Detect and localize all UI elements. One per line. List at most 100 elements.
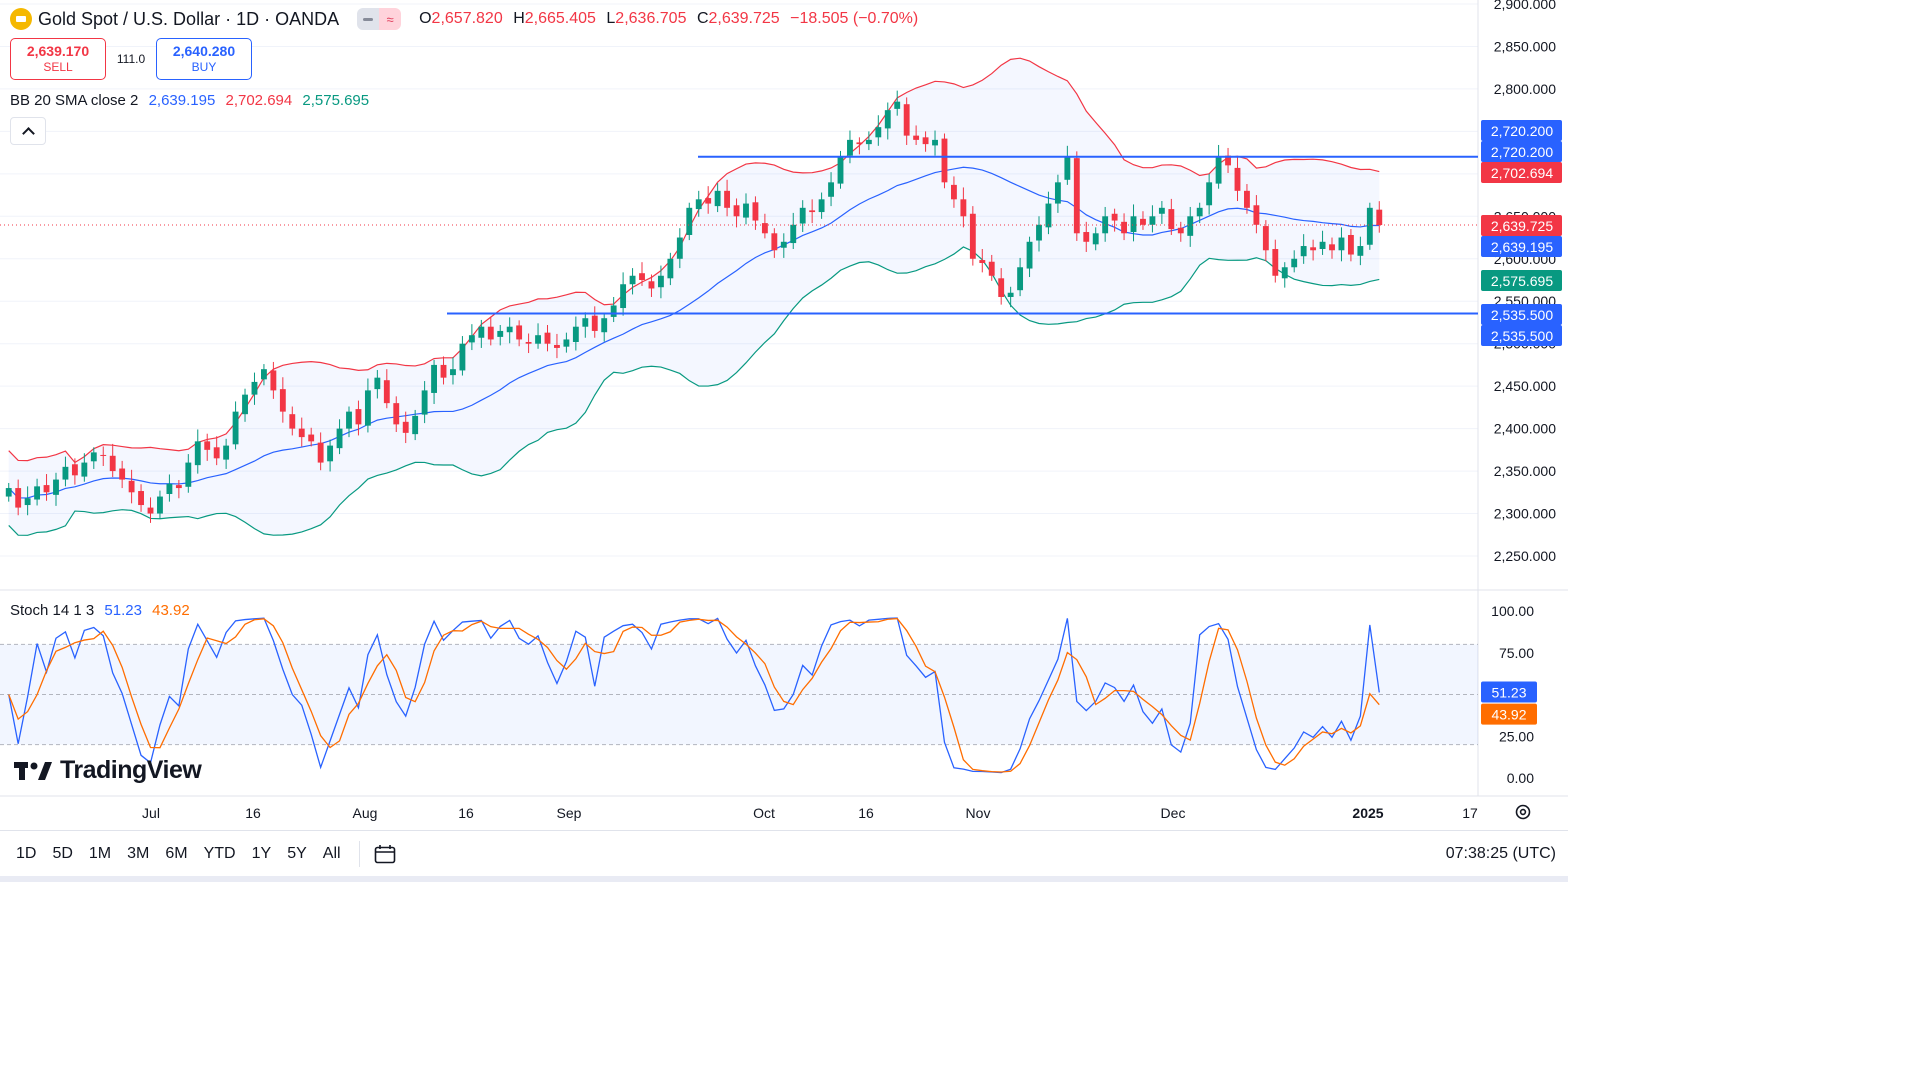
range-ytd[interactable]: YTD (203, 845, 236, 862)
price-axis-label[interactable]: 2,575.695 (1481, 270, 1562, 291)
sell-price: 2,639.170 (26, 43, 90, 59)
range-6m[interactable]: 6M (165, 845, 188, 862)
buy-button[interactable]: 2,640.280 BUY (156, 38, 252, 80)
candle (128, 469, 135, 504)
price-grid (0, 0, 1568, 797)
range-5d[interactable]: 5D (52, 845, 73, 862)
candle (913, 125, 920, 145)
price-axis-label[interactable]: 2,639.725 (1481, 215, 1562, 236)
price-axis-label[interactable]: 2,720.200 (1481, 141, 1562, 162)
close-key: C (696, 10, 709, 27)
range-5y[interactable]: 5Y (287, 845, 307, 862)
price-axis-label[interactable]: 2,535.500 (1481, 325, 1562, 346)
candle (1262, 220, 1269, 262)
stoch-legend[interactable]: Stoch 14 1 3 51.23 43.92 (10, 602, 190, 619)
time-tick-label: 17 (1462, 805, 1478, 821)
settings-gear-icon[interactable] (1514, 803, 1532, 821)
candle (960, 187, 967, 228)
candle (667, 252, 674, 286)
candle (1225, 147, 1231, 173)
utc-clock[interactable]: 07:38:25 (UTC) (1445, 845, 1556, 862)
price-tick-label: 2,250.000 (1494, 548, 1556, 564)
collapse-legend-button[interactable] (10, 117, 46, 145)
bb-basis-line (8, 166, 1380, 499)
candle (610, 296, 617, 323)
sell-button[interactable]: 2,639.170 SELL (10, 38, 106, 80)
price-axis-label[interactable]: 2,702.694 (1481, 162, 1562, 183)
price-axis-label[interactable]: 2,639.195 (1481, 236, 1562, 257)
bb-legend[interactable]: BB 20 SMA close 2 2,639.195 2,702.694 2,… (10, 92, 369, 109)
tradingview-wordmark: TradingView (60, 756, 202, 784)
price-tick-label: 2,350.000 (1494, 463, 1556, 479)
stoch-d-line (8, 617, 1380, 773)
stoch-k-axis-label[interactable]: 51.23 (1481, 681, 1537, 703)
sell-label: SELL (43, 60, 73, 74)
candle (1253, 195, 1260, 234)
candle (771, 228, 778, 258)
time-tick-label: 16 (458, 805, 474, 821)
candle (1017, 257, 1024, 297)
toolbar-divider (358, 841, 360, 867)
stoch-d-axis-label[interactable]: 43.92 (1481, 703, 1537, 725)
candle (988, 254, 995, 281)
candle (223, 438, 230, 469)
range-1d[interactable]: 1D (16, 845, 37, 862)
candle (969, 206, 976, 266)
candle (374, 370, 381, 399)
price-axis-label[interactable]: 2,720.200 (1481, 120, 1562, 141)
calendar-icon[interactable] (374, 844, 396, 864)
candle (554, 333, 560, 359)
bb-basis-value: 2,639.195 (148, 92, 216, 109)
symbol-title[interactable]: Gold Spot / U.S. Dollar · 1D · OANDA (38, 8, 340, 29)
candle (402, 411, 409, 444)
range-all[interactable]: All (322, 845, 341, 862)
svg-text:43.92: 43.92 (1491, 707, 1526, 723)
tradingview-logo[interactable]: TradingView (14, 756, 202, 785)
candle (15, 479, 22, 516)
candle (261, 364, 267, 386)
candle (383, 369, 390, 409)
candle (1338, 227, 1345, 262)
bb-upper-value: 2,702.694 (225, 92, 293, 109)
candle (317, 432, 324, 471)
candle (34, 478, 41, 506)
price-tick-label: 2,850.000 (1494, 38, 1556, 54)
stoch-tick-label: 75.00 (1499, 645, 1534, 661)
candles (0, 90, 1478, 523)
candle (525, 333, 532, 354)
candle (336, 419, 343, 455)
price-axis-label[interactable]: 2,535.500 (1481, 304, 1562, 325)
market-status-pill[interactable]: ≈ (357, 8, 402, 30)
change-value: −18.505 (−0.70%) (790, 10, 919, 27)
candle (941, 133, 948, 189)
candle (582, 312, 589, 338)
candle (1196, 202, 1203, 224)
candle (279, 377, 286, 423)
candle (818, 192, 825, 219)
gold-coin-icon (10, 8, 32, 30)
candle (1272, 239, 1279, 283)
price-axis[interactable]: 2,250.000 2,300.000 2,350.000 2,400.000 2,45… (1481, 0, 1562, 564)
candle (686, 202, 693, 241)
svg-text:2,535.500: 2,535.500 (1491, 328, 1553, 344)
candle (487, 316, 494, 346)
range-3m[interactable]: 3M (127, 845, 150, 862)
candle (1073, 151, 1080, 241)
candle (138, 484, 144, 512)
candle (431, 359, 437, 404)
candle (1347, 229, 1354, 262)
range-buttons: 1D 5D 1M 3M 6M YTD 1Y 5Y All (8, 845, 349, 863)
range-1m[interactable]: 1M (88, 845, 112, 862)
candle (714, 183, 721, 213)
range-1y[interactable]: 1Y (251, 845, 272, 862)
minus-icon (357, 8, 380, 30)
time-axis[interactable]: Jul 16 Aug 16 Sep Oct 16 Nov Dec 2025 17 (142, 805, 1478, 821)
candle (780, 233, 787, 258)
bollinger-bands (8, 57, 1380, 536)
horizontal-lines[interactable] (447, 155, 1478, 315)
candle (185, 454, 192, 493)
time-tick-label: Nov (966, 805, 991, 821)
candle (53, 472, 59, 506)
